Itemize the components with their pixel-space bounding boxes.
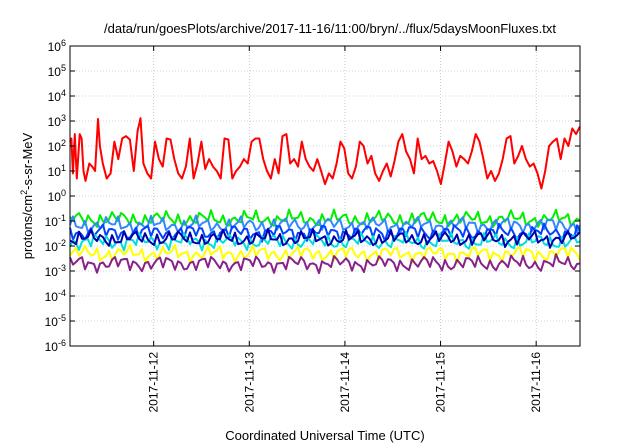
series-line [69, 253, 581, 275]
y-tick-label: 10-5 [45, 313, 66, 329]
y-axis-label: protons/cm2-s-sr-MeV [19, 132, 35, 259]
y-tick-label: 10-2 [45, 238, 66, 254]
y-tick-label: 106 [48, 38, 66, 54]
y-tick-label: 102 [48, 138, 66, 154]
y-tick-label: 104 [48, 88, 66, 104]
y-tick-label: 101 [48, 163, 66, 179]
series-line [69, 227, 581, 249]
x-tick-label: 2017-11-14 [338, 352, 352, 413]
x-tick-label: 2017-11-15 [434, 352, 448, 413]
x-axis: 2017-11-12 2017-11-13 2017-11-14 2017-11-15… [147, 46, 543, 413]
x-tick-label: 2017-11-12 [147, 352, 161, 413]
series-line [69, 117, 581, 190]
series-line [69, 222, 581, 243]
x-tick-label: 2017-11-13 [242, 352, 256, 413]
y-tick-label: 105 [48, 63, 66, 79]
x-tick-label: 2017-11-16 [529, 352, 543, 413]
y-tick-label: 10-3 [45, 263, 66, 279]
grid [70, 46, 580, 346]
y-tick-label: 10-1 [45, 213, 66, 229]
y-tick-label: 100 [48, 188, 66, 204]
y-tick-label: 10-4 [45, 288, 66, 304]
chart-title: /data/run/goesPlots/archive/2017-11-16/1… [104, 21, 556, 36]
x-axis-label: Coordinated Universal Time (UTC) [225, 428, 424, 443]
series-group [69, 117, 581, 275]
y-tick-label: 103 [48, 113, 66, 129]
y-tick-label: 10-6 [45, 338, 66, 354]
y-axis: 10-6 10-5 10-4 10-3 10-2 10-1 100 101 102 103 104 1… [45, 38, 580, 354]
series-line [69, 243, 581, 265]
series-line [69, 214, 581, 235]
